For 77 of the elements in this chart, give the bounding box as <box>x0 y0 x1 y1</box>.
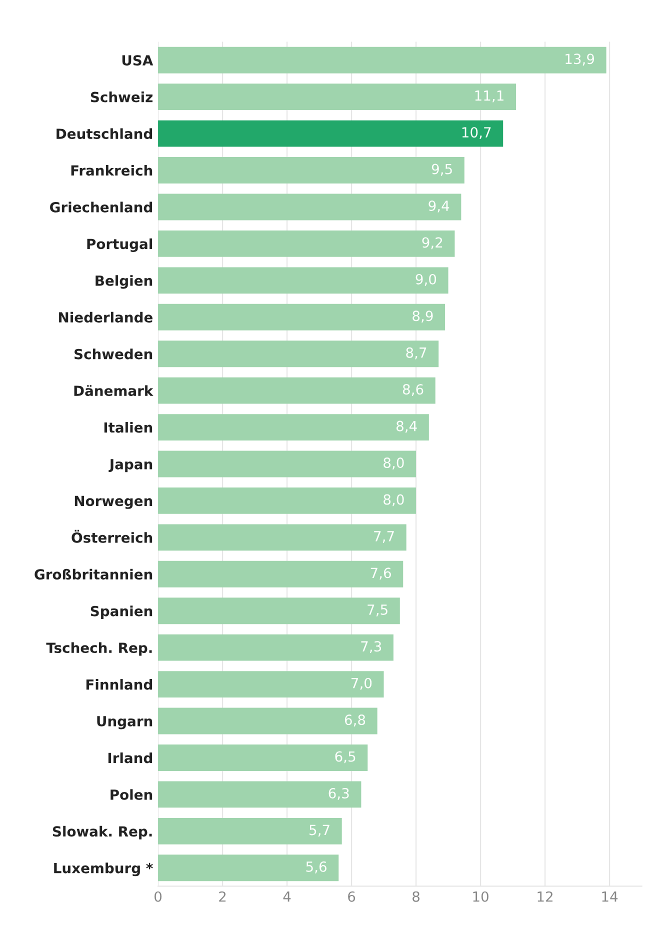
data-label: 8,4 <box>396 420 417 433</box>
bar <box>158 84 516 110</box>
bar <box>158 450 416 478</box>
x-tick-label: 10 <box>473 891 488 902</box>
y-tick-label: Polen <box>110 789 152 800</box>
y-tick-label: Portugal <box>87 238 152 252</box>
y-tick-label: Luxemburg * <box>54 862 153 876</box>
x-tick-label: 6 <box>348 891 356 902</box>
y-tick-label: Griechenland <box>50 202 152 212</box>
bar <box>158 267 448 294</box>
y-tick-label: Österreich <box>72 530 152 543</box>
x-tick-label: 0 <box>154 891 162 902</box>
bar <box>158 854 339 882</box>
data-label: 7,7 <box>374 531 394 543</box>
bar <box>158 708 378 734</box>
data-label: 5,6 <box>306 861 326 874</box>
bar <box>158 377 436 404</box>
bar <box>158 671 384 698</box>
data-label: 7,5 <box>368 604 388 616</box>
data-label: 13,9 <box>566 54 594 66</box>
data-label: 8,0 <box>384 458 404 470</box>
data-label: 9,2 <box>422 237 442 250</box>
data-label: 6,8 <box>344 714 366 726</box>
bar <box>158 414 429 440</box>
bar <box>158 304 446 330</box>
y-tick-label: Großbritannien <box>34 568 152 580</box>
bar <box>158 560 404 588</box>
data-label: 7,3 <box>361 641 382 654</box>
bar <box>158 46 606 74</box>
y-tick-label: Belgien <box>96 275 152 289</box>
data-label: 9,5 <box>432 164 452 176</box>
bar <box>158 634 394 661</box>
data-label: 5,7 <box>310 824 330 837</box>
bar <box>158 120 504 147</box>
bar <box>158 194 462 220</box>
y-tick-label: Spanien <box>90 606 152 620</box>
data-label: 9,0 <box>416 274 436 286</box>
x-tick-label: 2 <box>219 891 226 902</box>
y-tick-label: Frankreich <box>71 164 152 176</box>
y-tick-label: Schweden <box>74 348 152 360</box>
data-label: 6,5 <box>335 751 356 764</box>
y-tick-label: Deutschland <box>56 128 152 140</box>
data-label: 8,7 <box>406 347 426 360</box>
bar <box>158 524 406 551</box>
y-tick-label: Ungarn <box>97 716 152 730</box>
data-label: 8,9 <box>412 310 433 323</box>
x-tick-label: 14 <box>602 892 618 902</box>
y-tick-label: Tschech. Rep. <box>46 642 152 656</box>
data-label: 10,7 <box>462 127 491 139</box>
x-tick-label: 12 <box>538 891 552 902</box>
y-tick-label: Irland <box>108 752 152 764</box>
bar <box>158 781 362 808</box>
data-label: 11,1 <box>475 90 504 102</box>
y-tick-label: Niederlande <box>59 312 152 323</box>
data-label: 8,0 <box>384 494 404 506</box>
data-label: 7,0 <box>352 678 372 690</box>
y-tick-label: Norwegen <box>74 496 152 509</box>
y-tick-label: USA <box>122 55 154 66</box>
bar <box>158 340 439 368</box>
y-tick-label: Finnland <box>86 679 152 690</box>
bar <box>158 598 400 624</box>
y-tick-label: Slowak. Rep. <box>52 826 152 840</box>
bar <box>158 488 416 514</box>
bar <box>158 744 368 771</box>
data-label: 6,3 <box>328 788 349 800</box>
y-tick-label: Italien <box>104 422 152 433</box>
bar <box>158 818 342 844</box>
y-tick-label: Schweiz <box>90 92 152 102</box>
y-tick-label: Dänemark <box>74 385 154 396</box>
x-tick-label: 8 <box>412 891 420 902</box>
bar <box>158 230 455 257</box>
bar <box>158 157 464 184</box>
data-label: 8,6 <box>402 384 424 396</box>
x-tick-label: 4 <box>283 892 291 902</box>
data-label: 9,4 <box>428 200 450 212</box>
data-label: 7,6 <box>370 568 391 580</box>
y-tick-label: Japan <box>108 459 152 472</box>
